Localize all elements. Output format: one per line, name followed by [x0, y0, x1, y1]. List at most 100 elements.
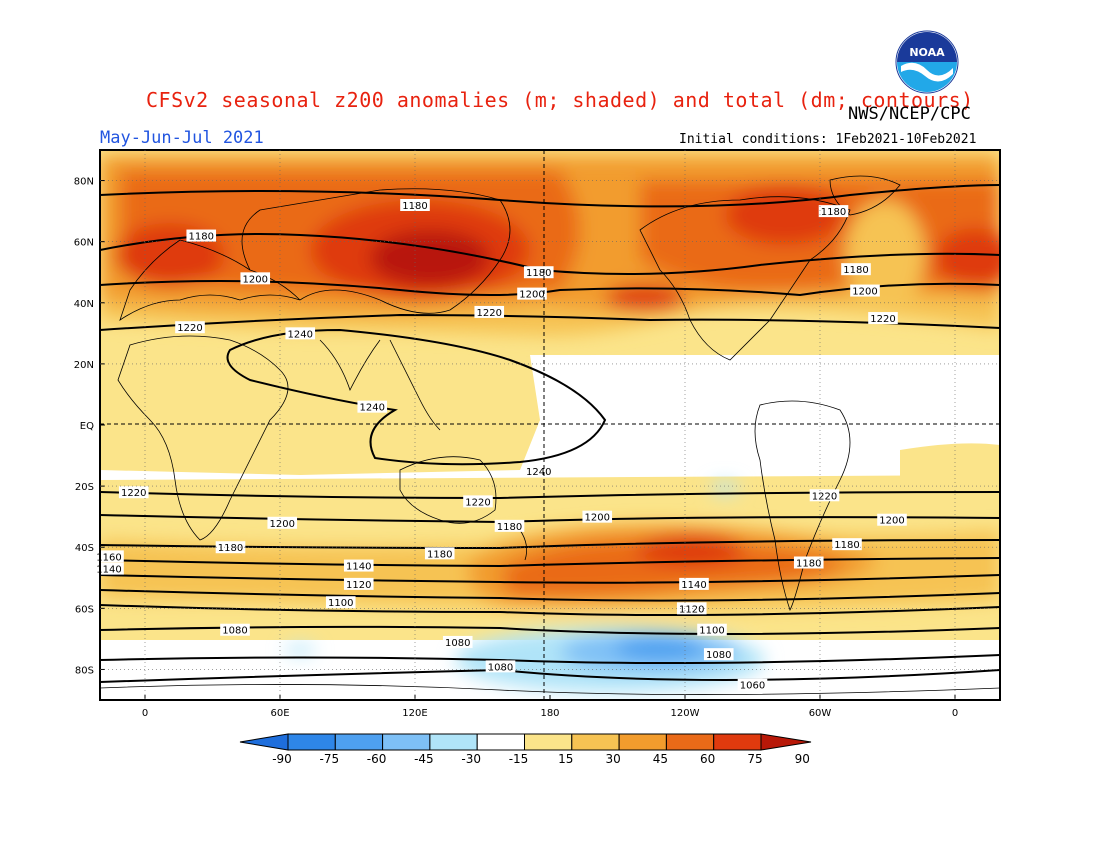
contour-label: 1200 — [519, 290, 544, 301]
contour-label: 1140 — [96, 565, 121, 576]
lon-tick-label: 180 — [540, 708, 559, 719]
lat-tick-label: 60N — [74, 238, 94, 249]
season-label: May-Jun-Jul 2021 — [100, 128, 264, 148]
contour-label-bg — [325, 596, 356, 609]
contour-label: 1240 — [288, 329, 313, 340]
contour-label-bg — [186, 229, 217, 242]
contour-label-bg — [832, 538, 862, 551]
contour-label-bg — [343, 559, 374, 572]
contour-label-bg — [697, 623, 727, 636]
contour-label-bg — [463, 495, 493, 508]
contour-label: 1100 — [699, 626, 724, 637]
contour-label: 1120 — [346, 580, 371, 591]
contour-label-bg — [94, 562, 124, 575]
contour-label: 1220 — [870, 314, 895, 325]
contour-label-bg — [841, 263, 871, 276]
contour-label: 1060 — [740, 681, 765, 692]
contour-label: 1140 — [681, 580, 706, 591]
contour-label-bg — [118, 486, 149, 499]
lat-tick-label: 20S — [75, 482, 94, 493]
contour-label-bg — [94, 550, 124, 563]
contour-label-bg — [240, 272, 271, 285]
contour-label: 1180 — [427, 549, 452, 560]
contour-label-bg — [285, 327, 316, 340]
contour-label-bg — [267, 516, 298, 529]
contour-label: 1220 — [812, 491, 837, 502]
latitude-ticks: 80N 60N 40N 20N EQ 20S 40S 60S 80S — [74, 177, 1000, 676]
contour-label-bg — [809, 489, 840, 502]
contour-label-bg — [220, 623, 250, 636]
contour-label: 1180 — [821, 207, 846, 218]
lat-tick-label: 60S — [75, 604, 94, 615]
contour-label-bg — [343, 577, 374, 590]
contour-label-bg — [679, 577, 709, 590]
contour-label: 1100 — [328, 598, 353, 609]
contour-label: 1220 — [477, 308, 502, 319]
initial-conditions-label: Initial conditions: 1Feb2021-10Feb2021 — [679, 132, 977, 147]
contour-label-bg — [523, 266, 554, 279]
contour-label-bg — [737, 678, 768, 691]
contour-label: 1180 — [843, 265, 868, 276]
contour-label-bg — [877, 513, 907, 526]
lat-tick-label: 20N — [74, 360, 94, 371]
contour-label-bg — [868, 312, 898, 325]
contour-label: 1220 — [465, 497, 490, 508]
contour-label: 1080 — [445, 638, 470, 649]
contour-label-bg — [215, 541, 246, 554]
contour-label-bg — [442, 635, 473, 648]
contour-label: 1080 — [706, 650, 731, 661]
contour-label: 1180 — [218, 543, 243, 554]
contour-label: 1220 — [121, 488, 146, 499]
agency-label: NWS/NCEP/CPC — [848, 104, 971, 124]
contour-label: 1180 — [526, 268, 551, 279]
lon-tick-label: 120E — [402, 708, 427, 719]
lat-tick-label: 80S — [75, 665, 94, 676]
longitude-ticks: 0 60E 120E 180 120W 60W 0 — [142, 150, 958, 719]
lon-tick-label: 60E — [270, 708, 289, 719]
lon-tick-label: 60W — [809, 708, 832, 719]
contour-label: 1220 — [177, 323, 202, 334]
contour-label-bg — [850, 284, 880, 297]
contour-label-bg — [517, 287, 547, 300]
lat-tick-label: 80N — [74, 177, 94, 188]
lat-tick-label: EQ — [80, 421, 94, 432]
contour-label: 1240 — [360, 403, 385, 414]
contour-label-bg — [703, 648, 734, 661]
contour-label: 1200 — [585, 513, 610, 524]
contour-label-bg — [474, 305, 505, 318]
contour-label: 1080 — [488, 662, 513, 673]
contour-label-bg — [582, 510, 613, 523]
contour-label: 1200 — [852, 287, 877, 298]
contour-label: 1200 — [270, 519, 295, 530]
contour-label: 1140 — [346, 562, 371, 573]
page-title: CFSv2 seasonal z200 anomalies (m; shaded… — [146, 88, 974, 112]
lat-tick-label: 40S — [75, 543, 94, 554]
contour-label-bg — [485, 660, 516, 673]
noaa-logo: NOAA — [895, 30, 959, 94]
contour-label: 1120 — [679, 604, 704, 615]
contour-label: 1180 — [834, 540, 859, 551]
lon-tick-label: 120W — [671, 708, 700, 719]
contour-label: 1160 — [96, 552, 121, 563]
contour-label-bg — [793, 556, 824, 569]
contour-label: 1200 — [243, 274, 268, 285]
contour-label-bg — [357, 400, 388, 413]
noaa-logo-text: NOAA — [909, 46, 945, 59]
contour-label-bg — [523, 464, 554, 477]
contour-label-bg — [676, 602, 707, 615]
lon-tick-label: 0 — [142, 708, 148, 719]
contour-labels: 1180 1180 1180 1180 1180 1200 1200 1200 1220 1220… — [94, 199, 907, 692]
shaded-anomalies — [100, 150, 1000, 700]
contour-label: 1080 — [222, 626, 247, 637]
contour-label-bg — [175, 321, 205, 334]
contour-label: 1180 — [189, 232, 214, 243]
contour-label-bg — [400, 199, 430, 211]
lon-tick-label: 0 — [952, 708, 958, 719]
contour-label: 1180 — [796, 559, 821, 570]
lat-tick-label: 40N — [74, 299, 94, 310]
contour-label-bg — [424, 547, 455, 560]
contour-label-bg — [494, 519, 525, 532]
contour-label: 1240 — [526, 467, 551, 478]
contour-label-bg — [818, 205, 849, 218]
